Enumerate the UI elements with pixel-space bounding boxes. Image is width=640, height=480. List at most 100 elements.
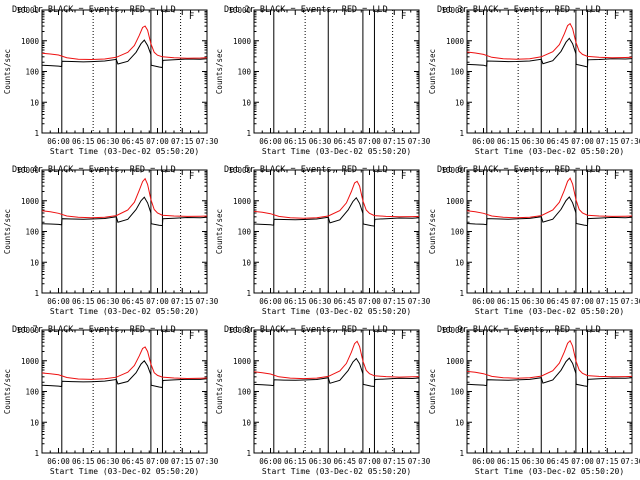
plot-frame [41, 9, 208, 134]
y-tick-label: 10000 [228, 326, 251, 335]
x-tick-label: 06:30 [309, 457, 332, 466]
events-series-line [41, 39, 208, 69]
x-tick-label: 07:30 [408, 137, 431, 146]
y-tick-label: 1000 [21, 37, 40, 46]
x-tick-label: 06:45 [546, 457, 569, 466]
x-tick-label: 06:00 [472, 297, 495, 306]
lld-series-line [253, 180, 420, 219]
x-tick-label: 06:30 [97, 137, 120, 146]
panel-det-2: Det 2r BLACK = Events, RED = LLD 1 10 100 10… [215, 5, 431, 156]
y-axis-label: Counts/sec [428, 369, 437, 414]
x-tick-label: 06:45 [546, 137, 569, 146]
events-series-line [253, 357, 420, 388]
x-tick-label: 06:30 [309, 137, 332, 146]
y-tick-label: 1 [34, 289, 39, 298]
y-tick-label: 10000 [441, 6, 464, 15]
events-series-line [466, 357, 633, 387]
panel-title: Det 9r BLACK = Events, RED = LLD [437, 325, 601, 335]
panel-det-7: Det 7r BLACK = Events, RED = LLD 1 10 100 10… [3, 325, 219, 476]
panel-det-5: Det 5r BLACK = Events, RED = LLD 1 10 100 10… [215, 165, 431, 316]
panel-det-3: Det 3r BLACK = Events, RED = LLD 1 10 100 10… [428, 5, 640, 156]
x-tick-label: 07:30 [621, 137, 640, 146]
y-tick-label: 10 [455, 418, 465, 427]
y-tick-label: 10 [30, 258, 40, 267]
x-tick-label: 06:30 [522, 457, 545, 466]
x-tick-label: 07:30 [196, 137, 219, 146]
y-tick-label: 10 [30, 418, 40, 427]
y-tick-label: 1 [459, 449, 464, 458]
x-tick-label: 07:00 [146, 457, 169, 466]
panel-det-4: Det 4r BLACK = Events, RED = LLD 1 10 100 10… [3, 165, 219, 316]
flag-marker: F [401, 332, 406, 342]
lld-series-line [466, 22, 633, 60]
flag-marker: F [189, 172, 194, 182]
panel-title: Det 1r BLACK = Events, RED = LLD [12, 5, 176, 15]
y-tick-label: 1 [246, 449, 251, 458]
y-tick-label: 1 [246, 129, 251, 138]
flag-marker: F [614, 172, 619, 182]
x-tick-label: 07:00 [146, 297, 169, 306]
y-tick-label: 100 [450, 228, 464, 237]
x-axis-label: Start Time (03-Dec-02 05:50:20) [475, 147, 624, 156]
y-axis-label: Counts/sec [215, 49, 224, 94]
x-tick-label: 07:15 [171, 457, 194, 466]
x-tick-label: 07:15 [596, 297, 619, 306]
lld-series-line [41, 346, 208, 380]
lld-series-line [253, 340, 420, 380]
x-axis-label: Start Time (03-Dec-02 05:50:20) [262, 147, 411, 156]
x-tick-label: 06:00 [259, 297, 282, 306]
x-tick-label: 06:30 [97, 297, 120, 306]
x-tick-label: 07:00 [146, 137, 169, 146]
y-tick-label: 100 [25, 68, 39, 77]
x-tick-label: 06:15 [72, 457, 95, 466]
x-tick-label: 07:30 [408, 457, 431, 466]
y-tick-label: 1000 [446, 197, 465, 206]
x-tick-label: 07:30 [621, 297, 640, 306]
x-tick-label: 07:15 [383, 137, 406, 146]
y-tick-label: 100 [237, 388, 251, 397]
y-tick-label: 1000 [446, 357, 465, 366]
y-tick-label: 10 [242, 98, 252, 107]
y-tick-label: 100 [450, 388, 464, 397]
y-tick-label: 10000 [228, 6, 251, 15]
x-tick-label: 06:45 [546, 297, 569, 306]
x-tick-label: 06:45 [333, 457, 356, 466]
x-tick-label: 07:30 [408, 297, 431, 306]
x-tick-label: 07:00 [571, 457, 594, 466]
flag-marker: F [614, 12, 619, 22]
y-tick-label: 1 [34, 129, 39, 138]
plot-frame [253, 169, 420, 294]
plot-frame [253, 9, 420, 134]
x-tick-label: 07:15 [596, 457, 619, 466]
x-tick-label: 06:15 [497, 137, 520, 146]
panel-title: Det 6r BLACK = Events, RED = LLD [437, 165, 601, 175]
flag-marker: F [189, 332, 194, 342]
y-tick-label: 1000 [21, 357, 40, 366]
x-tick-label: 06:45 [333, 137, 356, 146]
y-tick-label: 10000 [441, 326, 464, 335]
x-tick-label: 06:30 [97, 457, 120, 466]
y-tick-label: 100 [25, 228, 39, 237]
plot-frame [41, 169, 208, 294]
events-series-line [41, 360, 208, 389]
y-tick-label: 10000 [441, 166, 464, 175]
y-tick-label: 1 [459, 129, 464, 138]
y-tick-label: 1000 [233, 197, 252, 206]
x-tick-label: 07:00 [571, 137, 594, 146]
y-tick-label: 1 [34, 449, 39, 458]
y-tick-label: 10 [455, 98, 465, 107]
plot-frame [466, 9, 633, 134]
y-tick-label: 10000 [228, 166, 251, 175]
y-tick-label: 1000 [446, 37, 465, 46]
x-tick-label: 07:30 [621, 457, 640, 466]
y-tick-label: 10 [30, 98, 40, 107]
y-tick-label: 100 [25, 388, 39, 397]
panel-det-1: Det 1r BLACK = Events, RED = LLD 1 10 100 10… [3, 5, 219, 156]
y-tick-label: 1000 [233, 37, 252, 46]
flag-marker: F [614, 332, 619, 342]
events-series-line [253, 196, 420, 227]
x-tick-label: 06:00 [47, 457, 70, 466]
panel-title: Det 4r BLACK = Events, RED = LLD [12, 165, 176, 175]
x-tick-label: 06:30 [522, 137, 545, 146]
x-tick-label: 07:00 [571, 297, 594, 306]
